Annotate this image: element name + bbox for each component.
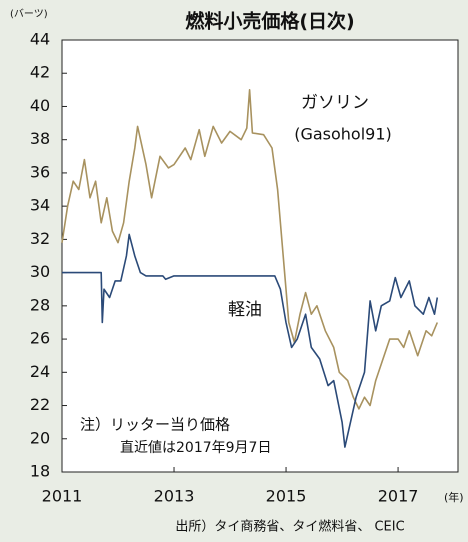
plot-area <box>61 39 459 473</box>
y-tick-label: 22 <box>30 395 50 414</box>
x-tick-label: 2011 <box>42 487 83 506</box>
y-tick-label: 28 <box>30 295 50 314</box>
series-line <box>61 89 439 410</box>
series-line <box>62 233 439 448</box>
note: 直近値は2017年9月7日 <box>120 439 271 456</box>
y-tick-label: 20 <box>30 428 50 447</box>
series-label: (Gasohol91) <box>294 125 392 144</box>
y-tick-label: 26 <box>30 329 50 348</box>
x-tick-label: 2013 <box>154 487 195 506</box>
note: 注）リッター当り価格 <box>80 416 230 434</box>
x-tick-label: 2015 <box>266 487 307 506</box>
y-tick-label: 42 <box>30 63 50 82</box>
source: 出所）タイ商務省、タイ燃料省、 CEIC <box>175 519 404 535</box>
series-label: ガソリン <box>301 93 369 113</box>
chart-title: 燃料小売価格(日次) <box>185 10 354 33</box>
y-tick-label: 24 <box>30 362 50 381</box>
x-tick-label: 2017 <box>378 487 419 506</box>
y-tick-label: 38 <box>30 129 50 148</box>
y-tick-label: 40 <box>30 96 50 115</box>
y-tick-label: 32 <box>30 229 50 248</box>
x-unit: (年) <box>444 490 464 504</box>
y-unit: (バーツ) <box>10 8 48 20</box>
series-label: 軽油 <box>228 300 262 320</box>
y-tick-label: 30 <box>30 262 50 281</box>
y-tick-label: 18 <box>30 462 50 481</box>
y-tick-label: 34 <box>30 196 50 215</box>
y-tick-label: 44 <box>30 30 50 49</box>
y-tick-label: 36 <box>30 162 50 181</box>
